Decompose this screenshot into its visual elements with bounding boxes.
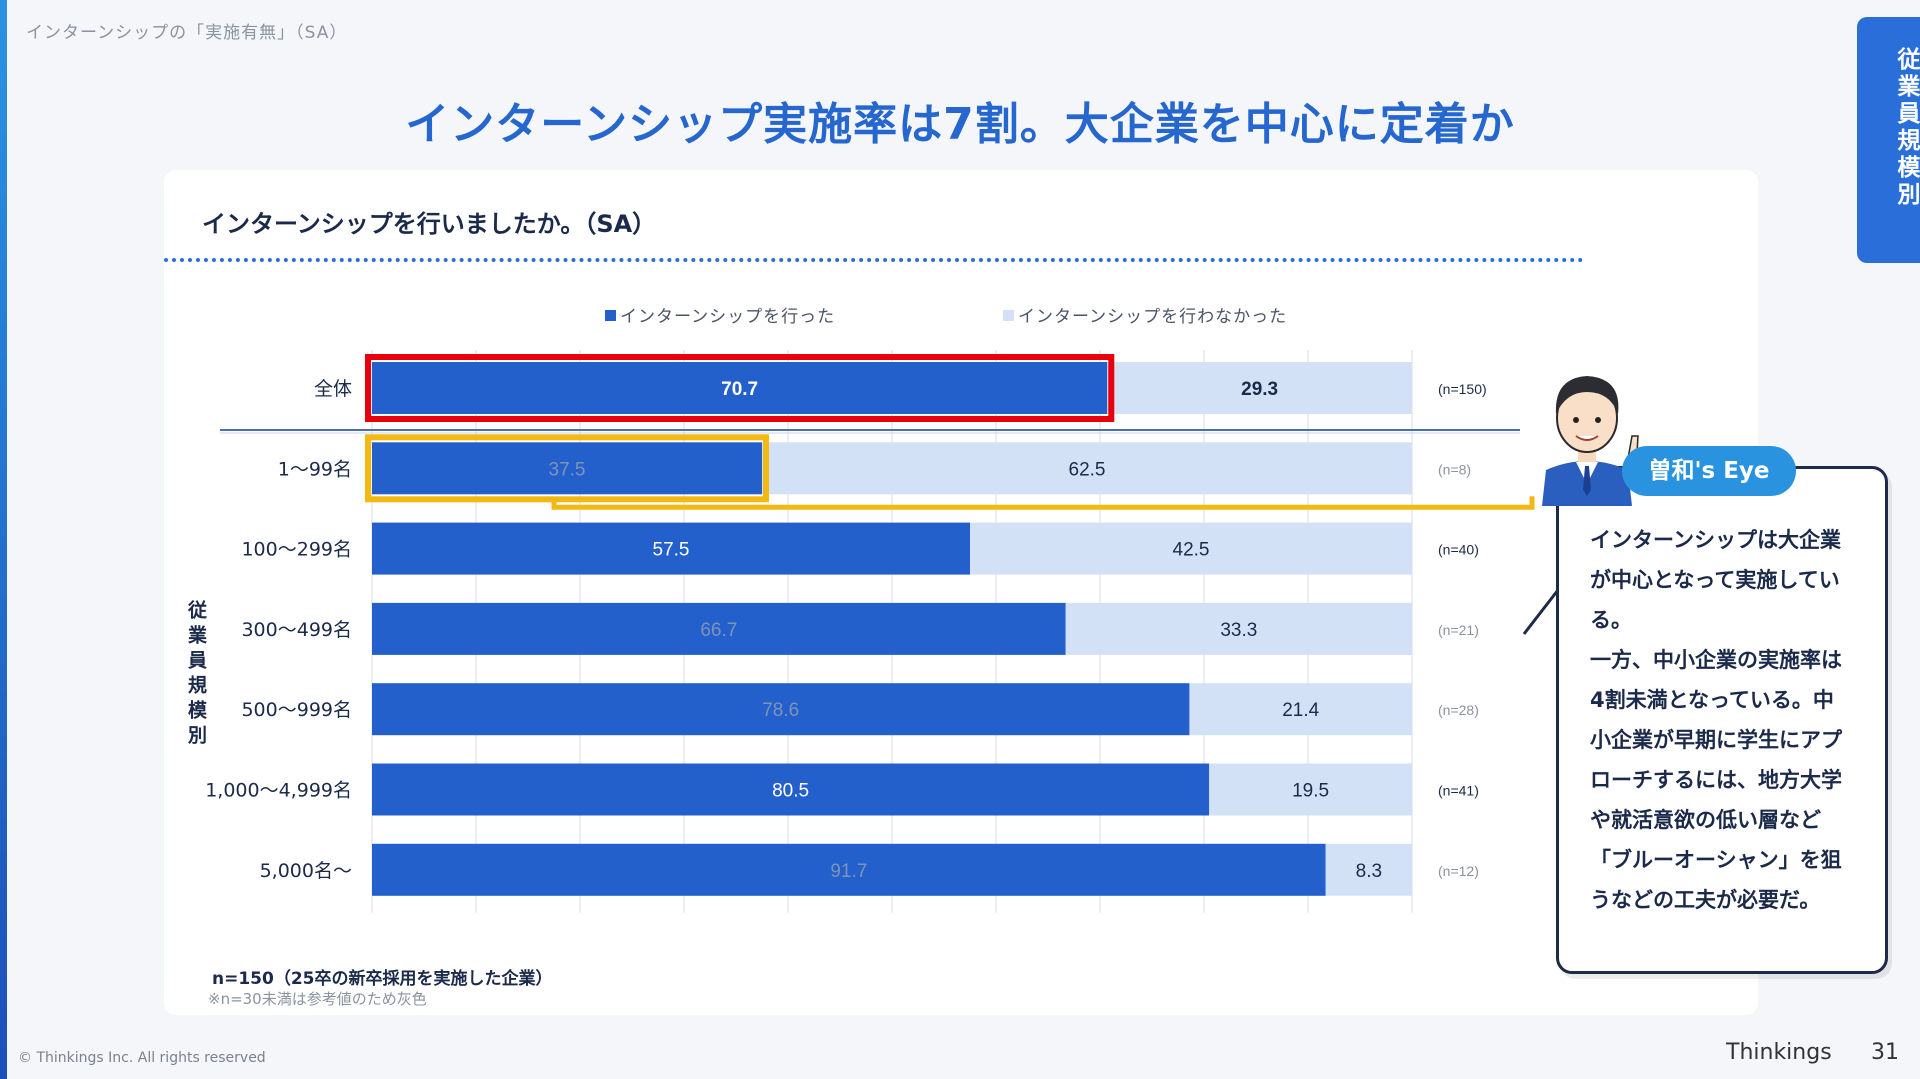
commentary-line: が中心となって実施してい	[1590, 568, 1840, 592]
commentary-line: 「ブルーオーシャン」を狙	[1590, 848, 1842, 872]
side-tab[interactable]: 従業員規模別	[1857, 17, 1920, 263]
legend-label-did: インターンシップを行った	[620, 307, 836, 327]
section-label: インターンシップの「実施有無」（SA）	[26, 23, 348, 43]
commentator-badge: 曽和's Eye	[1622, 446, 1796, 496]
left-accent-bar	[0, 0, 7, 1079]
page-number: 31	[1871, 1040, 1899, 1065]
commentary-line: ローチするには、地方大学	[1590, 768, 1842, 792]
commentary-line: る。	[1590, 608, 1632, 632]
commentary-line: 4割未満となっている。中	[1590, 688, 1834, 712]
commentary-line: 小企業が早期に学生にアプ	[1590, 728, 1842, 752]
legend-swatch-did-not	[1003, 310, 1014, 321]
commentary-bubble	[1556, 466, 1888, 974]
legend-item-did-not: インターンシップを行わなかった	[1003, 302, 1287, 327]
footnote-sample: n=150（25卒の新卒採用を実施した企業）	[212, 969, 553, 989]
side-tab-label: 従業員規模別	[1893, 47, 1919, 209]
commentary-line: うなどの工夫が必要だ。	[1590, 888, 1821, 912]
bubble-tail	[1522, 589, 1560, 635]
question-text: インターンシップを行いましたか。（SA）	[202, 210, 657, 238]
copyright: © Thinkings Inc. All rights reserved	[18, 1050, 266, 1066]
commentary-line: や就活意欲の低い層など	[1590, 808, 1821, 832]
commentary-line: インターンシップは大企業	[1590, 528, 1841, 552]
legend-item-did: インターンシップを行った	[605, 302, 835, 327]
footnote-note: ※n=30未満は参考値のため灰色	[208, 990, 427, 1008]
dotted-divider	[164, 258, 1584, 262]
chart-card	[164, 170, 1758, 1015]
legend-label-did-not: インターンシップを行わなかった	[1018, 307, 1288, 327]
legend-swatch-did	[605, 310, 616, 321]
commentary-line: 一方、中小企業の実施率は	[1590, 648, 1842, 672]
commentary-text: インターンシップは大企業 が中心となって実施してい る。一方、中小企業の実施率は 4割…	[1590, 520, 1864, 920]
brand-logo: Thinkings	[1726, 1040, 1832, 1065]
page-title: インターンシップ実施率は7割。大企業を中心に定着か	[405, 99, 1515, 150]
